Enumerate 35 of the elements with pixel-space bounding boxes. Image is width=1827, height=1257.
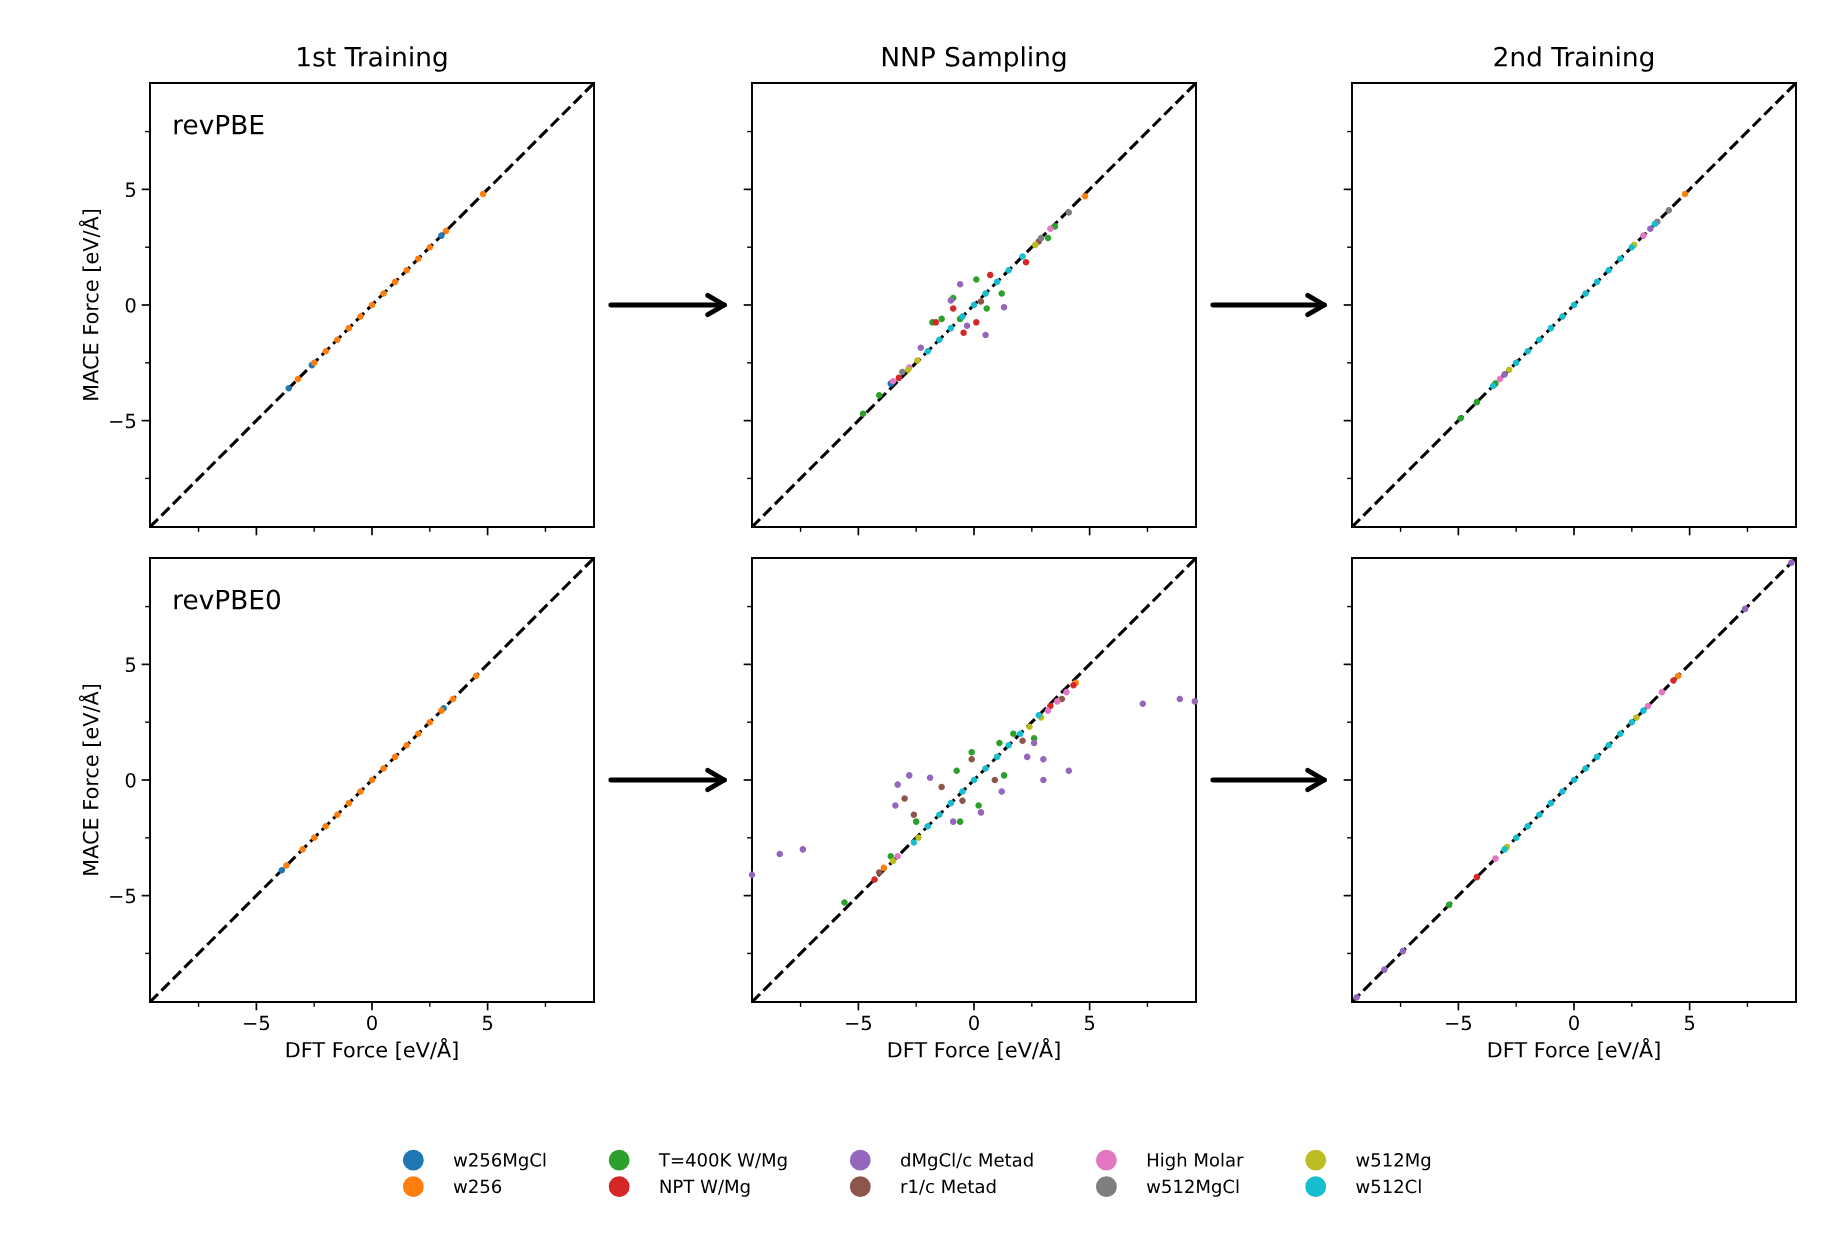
legend-label: T=400K W/Mg bbox=[658, 1153, 787, 1171]
chart-title: NNP Sampling bbox=[882, 46, 1066, 72]
x-tick-label: 5 bbox=[1684, 1015, 1695, 1031]
annotation: revPBE0 bbox=[174, 589, 281, 610]
y-tick-label: 5 bbox=[125, 657, 136, 673]
x-tick-label: 0 bbox=[1569, 1015, 1579, 1031]
legend-label: w256MgCl bbox=[453, 1152, 546, 1171]
legend-label: w512Cl bbox=[1356, 1179, 1421, 1194]
annotation: revPBE bbox=[174, 114, 264, 135]
y-tick-label: 5 bbox=[125, 182, 136, 198]
legend-label: r1/c Metad bbox=[901, 1179, 996, 1195]
y-tick-label: 0 bbox=[125, 772, 136, 788]
legend-label: w512MgCl bbox=[1146, 1179, 1239, 1197]
x-tick-label: 0 bbox=[367, 1015, 377, 1031]
legend-label: dMgCl/c Metad bbox=[901, 1152, 1033, 1171]
y-tick-label: −5 bbox=[110, 413, 136, 429]
x-tick-label: 5 bbox=[482, 1015, 493, 1031]
x-tick-label: 0 bbox=[969, 1015, 979, 1031]
x-axis-title: DFT Force [eV/Å] bbox=[286, 1037, 458, 1061]
x-axis-title: DFT Force [eV/Å] bbox=[1488, 1037, 1660, 1061]
legend-label: NPT W/Mg bbox=[660, 1179, 750, 1197]
x-tick-label: −5 bbox=[846, 1015, 872, 1031]
chart-title: 2nd Training bbox=[1494, 46, 1653, 72]
x-tick-label: −5 bbox=[244, 1015, 270, 1031]
x-axis-title: DFT Force [eV/Å] bbox=[888, 1037, 1060, 1061]
x-tick-label: −5 bbox=[1446, 1015, 1472, 1031]
y-axis-title: MACE Force [eV/Å] bbox=[78, 684, 101, 875]
legend-label: High Molar bbox=[1147, 1152, 1244, 1171]
legend-label: w512Mg bbox=[1356, 1153, 1431, 1171]
y-tick-label: 0 bbox=[125, 297, 136, 313]
chart-title: 1st Training bbox=[298, 46, 447, 72]
y-axis-title: MACE Force [eV/Å] bbox=[78, 209, 101, 400]
legend-label: w256 bbox=[453, 1179, 502, 1194]
y-tick-label: −5 bbox=[110, 888, 136, 904]
x-tick-label: 5 bbox=[1084, 1015, 1095, 1031]
